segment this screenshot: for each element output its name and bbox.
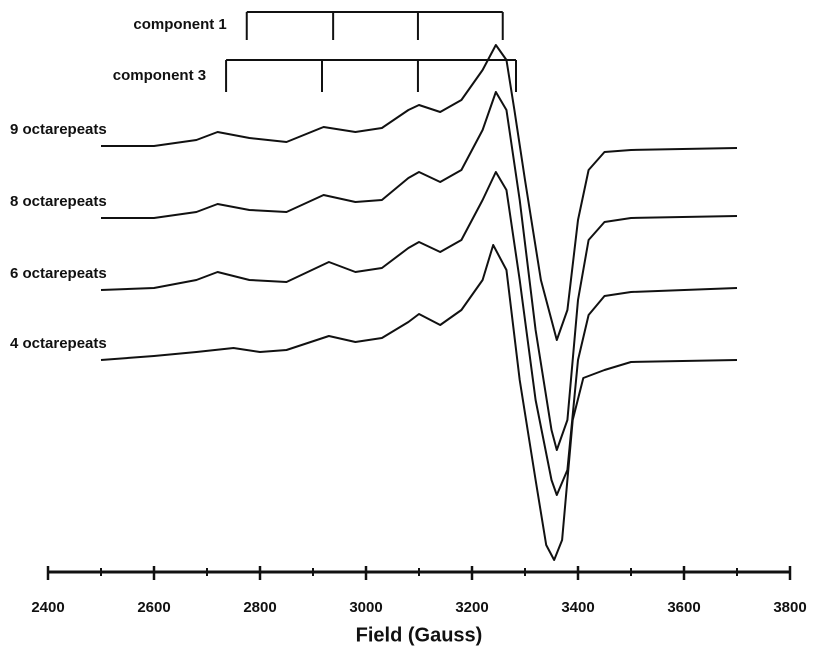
- series-label: 8 octarepeats: [10, 193, 107, 210]
- trace: [100, 171, 738, 496]
- x-axis-title: Field (Gauss): [356, 624, 483, 646]
- component-label: component 3: [113, 67, 206, 84]
- component-label: component 1: [133, 16, 226, 33]
- series-label: 9 octarepeats: [10, 121, 107, 138]
- x-tick-label: 3800: [773, 599, 806, 616]
- x-tick-label: 3600: [667, 599, 700, 616]
- x-tick-label: 2600: [137, 599, 170, 616]
- x-tick-label: 3000: [349, 599, 382, 616]
- trace: [100, 244, 738, 561]
- x-tick-label: 3200: [455, 599, 488, 616]
- x-tick-label: 3400: [561, 599, 594, 616]
- series-label: 4 octarepeats: [10, 335, 107, 352]
- series-label: 6 octarepeats: [10, 265, 107, 282]
- trace: [101, 91, 738, 451]
- trace: [101, 44, 738, 341]
- x-tick-label: 2800: [243, 599, 276, 616]
- x-tick-label: 2400: [31, 599, 64, 616]
